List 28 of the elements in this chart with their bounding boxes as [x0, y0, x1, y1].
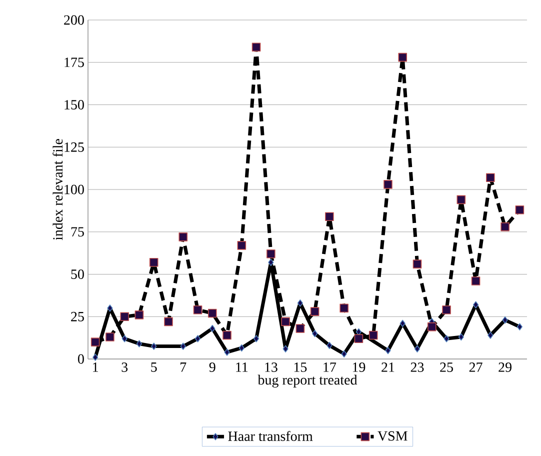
x-tick-label: 9	[209, 362, 216, 372]
y-tick-label: 175	[64, 58, 84, 68]
x-tick-label: 27	[469, 362, 482, 372]
x-tick-label: 7	[180, 362, 186, 372]
y-tick-label: 200	[64, 15, 84, 25]
x-tick-label: 17	[324, 362, 336, 372]
x-tick-label: 3	[122, 362, 128, 372]
y-tick-label: 50	[71, 270, 84, 279]
y-axis-title: index relevant file	[52, 139, 63, 240]
x-tick-label: 13	[265, 362, 278, 372]
x-axis-title: bug report treated	[258, 374, 358, 388]
y-tick-label: 150	[64, 100, 84, 110]
y-tick-label: 125	[64, 142, 84, 152]
x-tick-label: 19	[352, 362, 366, 372]
y-tick-label: 100	[64, 184, 84, 194]
x-tick-label: 25	[440, 362, 453, 372]
x-tick-label: 15	[294, 362, 307, 372]
x-tick-label: 23	[410, 362, 424, 372]
x-tick-label: 21	[382, 362, 394, 372]
y-tick-label: 75	[71, 227, 84, 237]
y-tick-label: 0	[78, 354, 84, 364]
x-tick-label: 29	[498, 362, 512, 372]
x-tick-label: 5	[151, 362, 157, 372]
x-tick-label: 1	[93, 362, 98, 372]
legend-label: VSM	[378, 431, 408, 441]
y-tick-label: 25	[71, 312, 84, 322]
x-tick-label: 11	[236, 362, 248, 372]
legend-label: Haar transform	[228, 430, 313, 441]
